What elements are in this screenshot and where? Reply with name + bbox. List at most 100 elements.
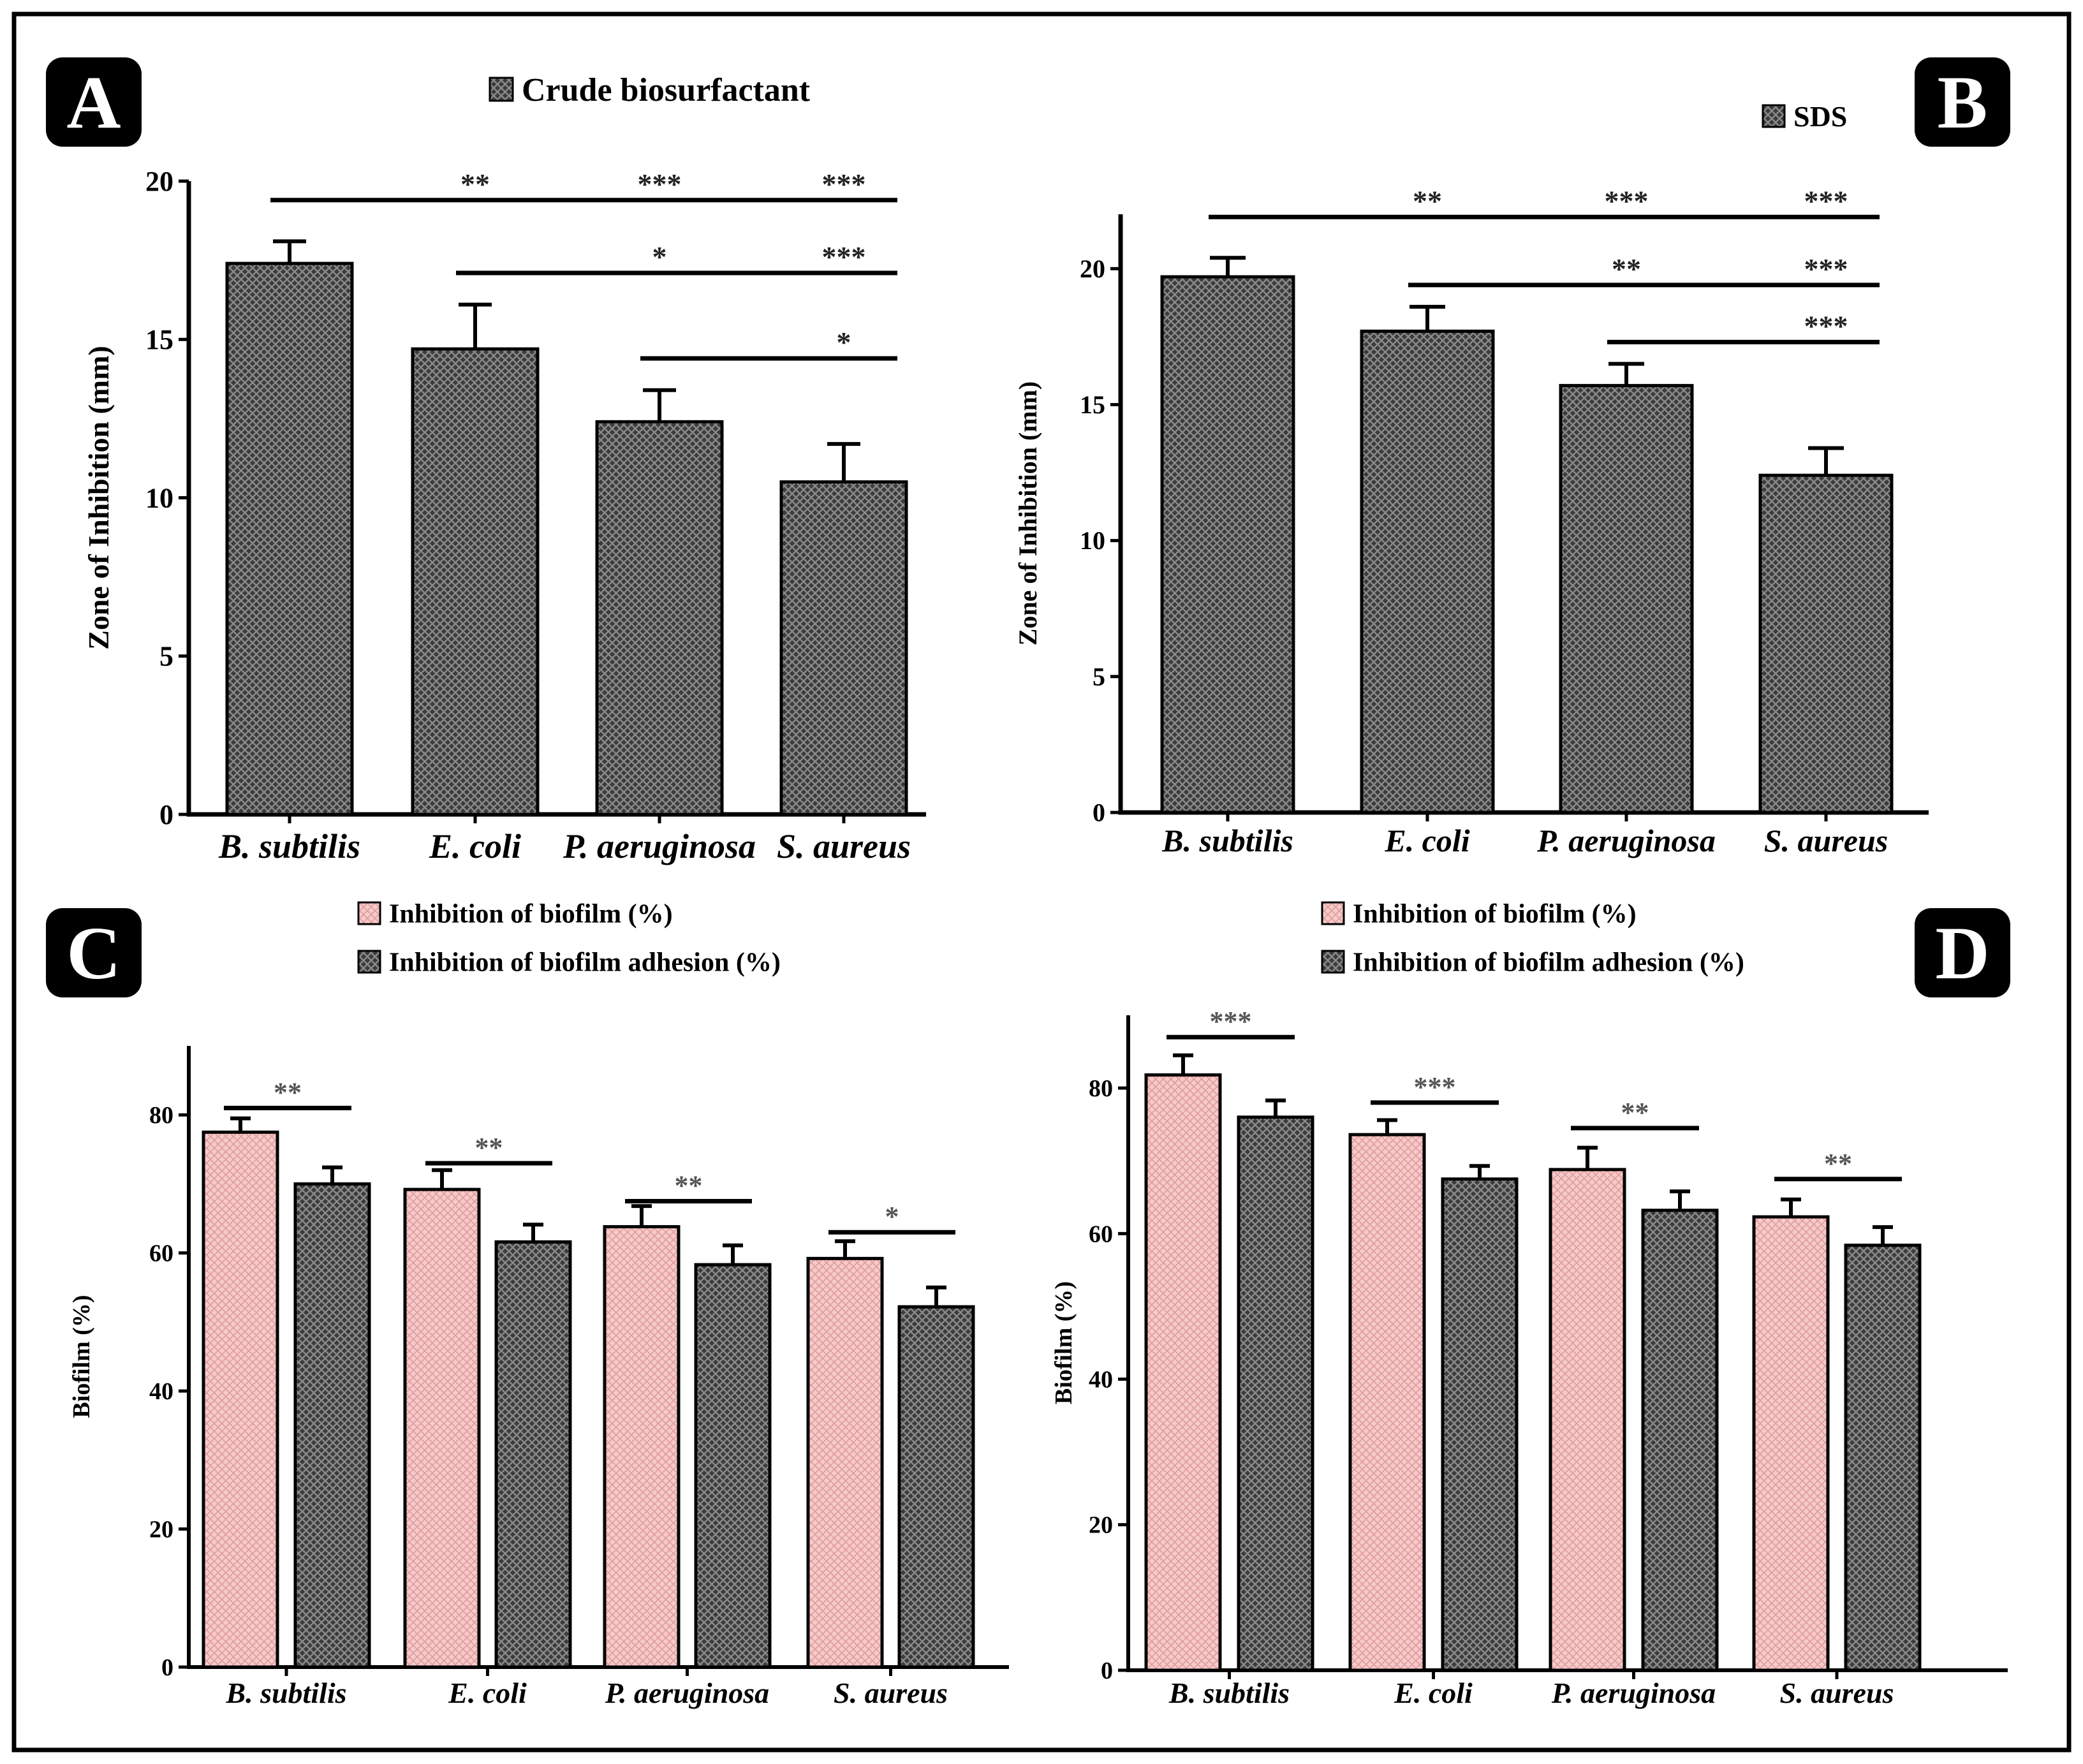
bar — [1641, 1209, 1719, 1672]
significance-label: * — [885, 1201, 899, 1232]
panel-badge — [46, 908, 142, 997]
bar — [1758, 473, 1894, 814]
panel-badge — [46, 57, 142, 147]
panel-badge — [1915, 57, 2010, 147]
x-tick-label: E. coli — [429, 827, 521, 865]
significance-label: * — [652, 240, 667, 273]
y-tick-label: 60 — [149, 1240, 173, 1267]
bar — [494, 1240, 572, 1669]
y-tick-label: 60 — [1089, 1221, 1113, 1247]
x-tick-label: E. coli — [448, 1677, 527, 1709]
significance-label: ** — [1413, 184, 1442, 217]
legend-swatch — [1762, 104, 1786, 128]
significance-label: ** — [475, 1132, 503, 1163]
panel-d: D Inhibition of biofilm (%) Inhibition of … — [1050, 900, 2010, 1709]
x-tick-label: B. subtilis — [1168, 1677, 1290, 1709]
bar — [1844, 1244, 1922, 1672]
y-axis-label: Zone of Inhibition (mm) — [1013, 381, 1042, 646]
y-tick-label: 10 — [145, 482, 173, 513]
x-tick-label: S. aureus — [777, 827, 911, 865]
y-tick-label: 0 — [1101, 1657, 1113, 1684]
bar — [595, 420, 724, 816]
bar — [806, 1256, 884, 1669]
significance-label: ** — [274, 1077, 302, 1108]
significance-label: * — [837, 326, 851, 358]
x-tick-label: S. aureus — [834, 1677, 948, 1709]
y-axis-label: Zone of Inhibition (mm) — [82, 346, 115, 650]
significance-label: ** — [675, 1170, 703, 1202]
x-tick-label: P. aeruginosa — [563, 827, 756, 865]
legend-swatch — [1321, 950, 1345, 974]
y-tick-label: 0 — [161, 1654, 173, 1681]
y-tick-label: 80 — [1089, 1075, 1113, 1102]
x-tick-label: E. coli — [1384, 823, 1469, 858]
panel-letter: D — [1935, 911, 1989, 995]
legend-swatch — [1321, 901, 1345, 925]
panel-letter: A — [66, 61, 121, 144]
x-tick-label: E. coli — [1394, 1677, 1473, 1709]
panels: A Crude biosurfactant 0 5 10 15 20 Zone of Inhi… — [46, 57, 2010, 1709]
legend-entry: Inhibition of biofilm adhesion (%) — [1353, 948, 1744, 978]
y-tick-label: 40 — [1089, 1366, 1113, 1393]
y-tick-label: 5 — [1093, 662, 1105, 691]
bar — [293, 1182, 371, 1669]
panel-c: C Inhibition of biofilm (%) Inhibition of … — [46, 900, 1009, 1709]
bar — [694, 1263, 772, 1669]
y-tick-label: 80 — [149, 1102, 173, 1129]
bar — [1348, 1133, 1426, 1672]
bar — [1441, 1177, 1519, 1672]
y-tick-label: 20 — [149, 1516, 173, 1543]
y-tick-label: 0 — [1093, 798, 1105, 827]
bar — [1160, 275, 1295, 814]
y-tick-label: 10 — [1080, 526, 1105, 555]
legend-entry: Inhibition of biofilm (%) — [1353, 900, 1637, 929]
x-tick-label: P. aeruginosa — [605, 1677, 769, 1709]
y-axis-label: Biofilm (%) — [1050, 1281, 1077, 1404]
panel-letter: B — [1938, 61, 1988, 144]
y-tick-label: 5 — [159, 641, 173, 672]
panel-badge — [1915, 908, 2010, 997]
panel-letter: C — [66, 911, 121, 995]
x-tick-label: S. aureus — [1764, 823, 1888, 858]
significance-label: *** — [822, 168, 866, 200]
bar — [411, 347, 540, 816]
panel-b: B SDS 0 5 10 15 20 Zone of Inhibition (mm) B. su… — [1013, 57, 2010, 858]
y-tick-label: 15 — [145, 324, 173, 355]
significance-label: *** — [1804, 309, 1848, 342]
bar — [1360, 329, 1495, 814]
bar — [1752, 1215, 1830, 1672]
bar — [603, 1225, 681, 1669]
significance-label: *** — [1210, 1006, 1252, 1037]
legend-entry: Inhibition of biofilm adhesion (%) — [389, 948, 781, 978]
y-tick-label: 15 — [1080, 390, 1105, 419]
x-tick-label: B. subtilis — [225, 1677, 346, 1709]
x-tick-label: B. subtilis — [1161, 823, 1293, 858]
significance-label: *** — [638, 168, 682, 200]
y-tick-label: 20 — [145, 166, 173, 197]
significance-label: *** — [822, 240, 866, 273]
legend-swatch — [357, 901, 381, 925]
bar — [1144, 1073, 1222, 1672]
x-tick-label: B. subtilis — [218, 827, 360, 865]
bar — [225, 261, 354, 816]
legend-swatch — [357, 950, 381, 974]
significance-label: ** — [1612, 253, 1641, 285]
legend-entry: Inhibition of biofilm (%) — [389, 900, 673, 929]
significance-label: *** — [1414, 1071, 1456, 1103]
y-tick-label: 40 — [149, 1378, 173, 1405]
x-tick-label: S. aureus — [1780, 1677, 1894, 1709]
legend-entry: SDS — [1793, 100, 1847, 133]
y-axis-label: Biofilm (%) — [68, 1295, 95, 1418]
bar — [897, 1305, 975, 1669]
bar — [1237, 1115, 1314, 1672]
x-tick-label: P. aeruginosa — [1551, 1677, 1716, 1709]
x-tick-label: P. aeruginosa — [1536, 823, 1716, 858]
significance-label: ** — [1621, 1097, 1649, 1128]
y-tick-label: 20 — [1089, 1512, 1113, 1539]
bar — [1549, 1168, 1626, 1672]
significance-label: ** — [1824, 1148, 1852, 1179]
significance-label: ** — [460, 168, 490, 200]
y-tick-label: 0 — [159, 799, 173, 830]
bar — [403, 1187, 481, 1669]
